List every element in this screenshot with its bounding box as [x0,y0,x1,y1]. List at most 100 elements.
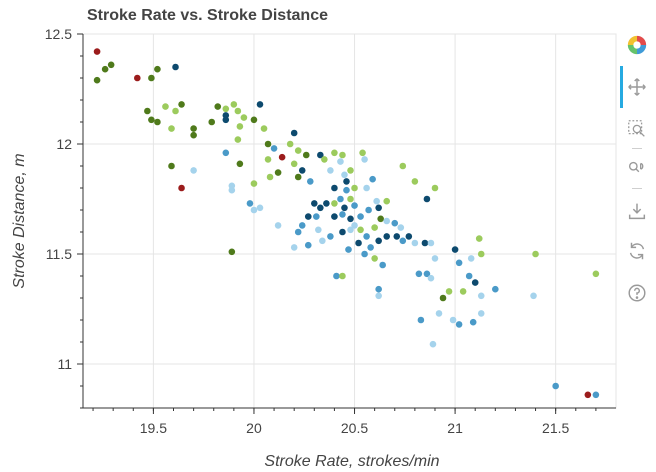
bokeh-logo-icon [624,32,650,58]
data-point [343,186,350,194]
data-point [317,204,324,212]
data-point [411,178,419,185]
data-point [451,246,459,253]
data-point [298,167,306,174]
data-point [347,195,354,203]
y-tick-label: 11 [57,356,72,372]
data-point [327,167,334,174]
data-point [379,261,386,269]
data-point [393,233,401,240]
data-point [313,213,320,220]
data-point [302,151,310,159]
data-point [154,65,161,73]
data-point [431,184,439,192]
reset-icon[interactable] [624,238,650,264]
y-tick-label: 12.5 [45,26,72,42]
box-zoom-icon[interactable] [624,116,650,142]
data-point [331,200,338,207]
data-point [359,149,366,157]
data-point [391,219,399,227]
data-point [427,239,435,247]
x-tick-label: 21 [447,420,463,436]
data-point [154,118,161,126]
x-tick-label: 19.5 [140,420,167,436]
data-point [532,250,539,258]
wheel-zoom-icon[interactable] [624,156,650,182]
data-point [256,204,264,212]
data-point [361,250,368,258]
data-point [172,63,179,71]
x-ticks: 19.5 20 20.5 21 21.5 [92,408,597,436]
data-point [469,318,477,326]
data-points [93,48,600,399]
data-point [375,285,382,293]
data-point [347,167,354,174]
x-tick-label: 20.5 [341,420,368,436]
data-point [311,200,318,207]
data-point [347,215,354,223]
y-axis-label: Stroke Distance, m [11,153,28,288]
data-point [214,103,222,110]
data-point [93,48,101,55]
data-point [290,129,298,137]
y-ticks: 11 11.5 12 12.5 [45,26,83,409]
data-point [477,310,485,317]
data-point [331,149,338,157]
data-point [592,391,600,399]
data-point [584,391,592,399]
data-point [294,147,302,154]
data-point [399,162,407,170]
data-point [250,116,258,124]
data-point [168,125,175,132]
data-point [319,237,326,245]
data-point [323,200,330,207]
pan-icon[interactable] [624,74,650,100]
data-point [290,160,298,168]
data-point [459,288,467,295]
data-point [361,156,368,163]
data-point [421,239,429,247]
data-point [375,292,382,300]
data-point [439,294,447,302]
data-point [93,76,101,84]
plot-toolbar [620,30,654,330]
data-point [339,151,346,159]
save-icon[interactable] [624,198,650,224]
data-point [208,118,216,126]
toolbar-separator [632,188,642,189]
data-point [423,270,431,278]
data-point [347,226,354,234]
data-point [266,173,274,181]
toolbar-separator [632,148,642,149]
x-tick-label: 21.5 [542,420,569,436]
help-icon[interactable] [624,280,650,306]
data-point [363,184,370,192]
data-point [162,103,169,110]
data-point [246,200,254,207]
data-point [236,160,244,168]
axes [82,34,616,409]
data-point [467,255,475,262]
data-point [399,237,407,245]
data-point [274,222,282,229]
x-tick-label: 20 [246,420,262,436]
data-point [351,202,358,209]
data-point [367,244,374,251]
data-point [377,215,384,223]
data-point [455,259,463,267]
data-point [234,136,242,143]
data-point [294,173,302,181]
data-point [455,321,463,328]
x-axis-label: Stroke Rate, strokes/min [264,453,439,470]
data-point [592,270,600,278]
data-point [477,292,485,300]
data-point [351,222,358,229]
data-point [477,250,485,258]
data-point [228,248,236,256]
data-point [168,162,175,170]
data-point [331,184,338,192]
data-point [369,175,376,183]
data-point [339,228,346,236]
data-point [101,65,109,73]
